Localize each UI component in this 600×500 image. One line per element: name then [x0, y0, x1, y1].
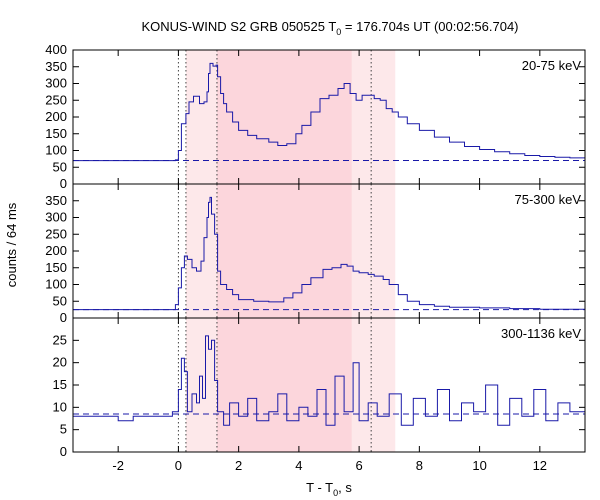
shaded-interval-1	[216, 318, 352, 452]
y-tick-label: 25	[53, 332, 67, 347]
light-curve-2	[73, 335, 586, 426]
y-tick-label: 0	[60, 444, 67, 459]
y-tick-label: 0	[60, 176, 67, 191]
x-axis-label: T - T0, s	[306, 480, 352, 498]
y-tick-label: 15	[53, 377, 67, 392]
chart-title: KONUS-WIND S2 GRB 050525 T0 = 176.704s U…	[141, 19, 518, 37]
y-tick-label: 50	[53, 293, 67, 308]
energy-band-label: 75-300 keV	[515, 192, 582, 207]
x-tick-label: 10	[472, 458, 486, 473]
shaded-interval-2	[351, 50, 396, 184]
shaded-interval-0	[185, 184, 217, 318]
shaded-interval-1	[216, 184, 352, 318]
y-tick-label: 250	[45, 92, 67, 107]
y-axis-label: counts / 64 ms	[4, 202, 19, 287]
x-tick-label: 2	[235, 458, 242, 473]
y-tick-label: 150	[45, 126, 67, 141]
light-curve-1	[73, 196, 586, 311]
x-tick-label: 8	[416, 458, 423, 473]
y-tick-label: 350	[45, 59, 67, 74]
y-tick-label: 100	[45, 277, 67, 292]
shaded-interval-2	[351, 184, 396, 318]
light-curve-0	[73, 62, 586, 162]
y-tick-label: 50	[53, 159, 67, 174]
energy-band-label: 20-75 keV	[522, 58, 582, 73]
x-tick-label: 12	[533, 458, 547, 473]
y-tick-label: 350	[45, 193, 67, 208]
x-tick-label: 0	[175, 458, 182, 473]
y-tick-label: 0	[60, 310, 67, 325]
x-tick-label: 4	[295, 458, 302, 473]
y-tick-label: 150	[45, 260, 67, 275]
y-tick-label: 200	[45, 109, 67, 124]
y-tick-label: 10	[53, 399, 67, 414]
panel-2: 0 5 10 15 20 25 300-1136 keV	[53, 317, 586, 459]
x-tick-label: -2	[112, 458, 124, 473]
energy-band-label: 300-1136 keV	[501, 326, 581, 341]
shaded-interval-1	[216, 50, 352, 184]
shaded-interval-2	[351, 318, 396, 452]
y-tick-label: 5	[60, 422, 67, 437]
y-tick-label: 250	[45, 226, 67, 241]
shaded-interval-0	[185, 50, 217, 184]
shaded-interval-0	[185, 318, 217, 452]
y-tick-label: 100	[45, 143, 67, 158]
y-tick-label: 200	[45, 243, 67, 258]
y-tick-label: 300	[45, 210, 67, 225]
y-tick-label: 400	[45, 42, 67, 57]
x-tick-label: 6	[356, 458, 363, 473]
y-tick-label: 20	[53, 355, 67, 370]
y-tick-label: 300	[45, 76, 67, 91]
